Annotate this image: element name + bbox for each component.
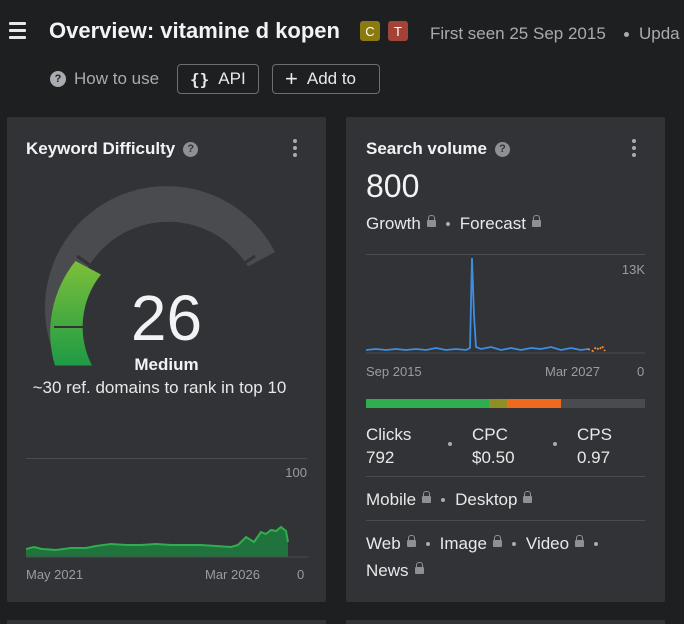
separator-dot <box>425 542 430 546</box>
kd-gauge-tick-1 <box>76 254 102 275</box>
help-icon: ? <box>50 71 66 87</box>
plus-icon: + <box>285 66 298 91</box>
lock-icon <box>426 214 436 227</box>
mobile-label[interactable]: Mobile <box>366 490 417 509</box>
sv-forecast-line <box>587 344 606 353</box>
sv-chart-xstart: Sep 2015 <box>366 364 422 379</box>
news-label[interactable]: News <box>366 561 409 580</box>
sv-history-line <box>366 257 589 351</box>
kd-value: 26 <box>130 282 203 354</box>
kd-gauge-background <box>44 186 276 364</box>
video-label[interactable]: Video <box>525 534 570 553</box>
kd-history-chart <box>26 525 308 558</box>
sv-help-icon[interactable]: ? <box>494 141 510 157</box>
divider <box>366 520 645 521</box>
kd-help-icon[interactable]: ? <box>183 141 199 157</box>
lock-icon <box>406 534 416 547</box>
intent-badge-c: C <box>360 21 380 41</box>
separator-dot <box>594 542 599 546</box>
separator-dot <box>448 442 452 446</box>
separator-dot <box>511 542 516 546</box>
lock-icon <box>531 214 541 227</box>
intent-segment-2 <box>488 399 507 408</box>
image-label[interactable]: Image <box>439 534 487 553</box>
sv-chart-ymax: 13K <box>621 262 645 277</box>
kd-more-icon[interactable] <box>293 139 297 157</box>
header-separator-dot <box>624 32 629 37</box>
sv-growth-forecast-row: Growth Forecast <box>366 214 541 234</box>
lock-icon <box>422 490 432 503</box>
lock-icon <box>414 561 424 574</box>
clicks-stat: Clicks 792 <box>366 425 412 467</box>
search-volume-card: Search volume ? 800 Growth Forecast 13K … <box>346 117 665 602</box>
separator-dot <box>445 222 450 226</box>
menu-icon[interactable] <box>9 22 26 39</box>
intent-segment-1 <box>366 399 489 408</box>
cpc-stat: CPC $0.50 <box>472 425 515 467</box>
forecast-label[interactable]: Forecast <box>459 214 526 233</box>
kd-gauge-fill <box>50 261 101 366</box>
lock-icon <box>492 534 502 547</box>
api-button[interactable]: {} API <box>177 64 259 94</box>
kd-history-area <box>26 527 288 557</box>
desktop-label[interactable]: Desktop <box>455 490 518 509</box>
cps-stat: CPS 0.97 <box>577 425 612 467</box>
kd-note: ~30 ref. domains to rank in top 10 <box>32 378 287 397</box>
lock-icon <box>575 534 585 547</box>
sv-chart-ymin: 0 <box>637 364 645 379</box>
kd-chart-xend: Mar 2026 <box>205 567 260 582</box>
sv-chart-top-gridline <box>366 254 645 255</box>
device-row: Mobile Desktop <box>366 490 533 510</box>
growth-label[interactable]: Growth <box>366 214 421 233</box>
separator-dot <box>553 442 557 446</box>
divider <box>366 476 645 477</box>
kd-gauge-tick-2 <box>229 254 256 275</box>
intent-distribution-bar <box>366 399 645 408</box>
next-card-edge <box>7 620 326 624</box>
sv-chart-xend: Mar 2027 <box>545 364 600 379</box>
separator-dot <box>441 498 446 502</box>
lock-icon <box>523 490 533 503</box>
how-to-use-link[interactable]: ? How to use <box>50 69 159 89</box>
kd-chart-top-gridline <box>26 458 307 459</box>
kd-title: Keyword Difficulty ? <box>26 139 199 159</box>
sv-more-icon[interactable] <box>632 139 636 157</box>
updated-truncated: Upda <box>639 24 680 43</box>
sv-title: Search volume ? <box>366 139 510 159</box>
first-seen: First seen 25 Sep 2015 <box>430 24 606 43</box>
page-title: Overview: vitamine d kopen <box>49 18 340 43</box>
intent-badge-t: T <box>388 21 408 41</box>
search-type-row-2: News <box>366 561 424 581</box>
sv-history-chart <box>366 257 645 354</box>
web-label[interactable]: Web <box>366 534 401 553</box>
kd-history-line <box>26 525 289 552</box>
kd-chart-ymax: 100 <box>285 465 307 480</box>
kd-gauge <box>44 186 276 366</box>
intent-segment-3 <box>506 399 562 408</box>
code-braces-icon: {} <box>190 69 210 89</box>
add-to-button[interactable]: + Add to <box>272 64 380 94</box>
next-card-edge <box>346 620 665 624</box>
kd-chart-xstart: May 2021 <box>26 567 84 582</box>
search-type-row: Web Image Video <box>366 534 608 554</box>
kd-level: Medium <box>134 355 199 374</box>
kd-chart-ymin: 0 <box>297 567 305 582</box>
keyword-difficulty-card: Keyword Difficulty ? 26 Medium ~30 ref. … <box>7 117 326 602</box>
intent-segment-4 <box>561 399 645 408</box>
sv-value: 800 <box>366 168 420 204</box>
